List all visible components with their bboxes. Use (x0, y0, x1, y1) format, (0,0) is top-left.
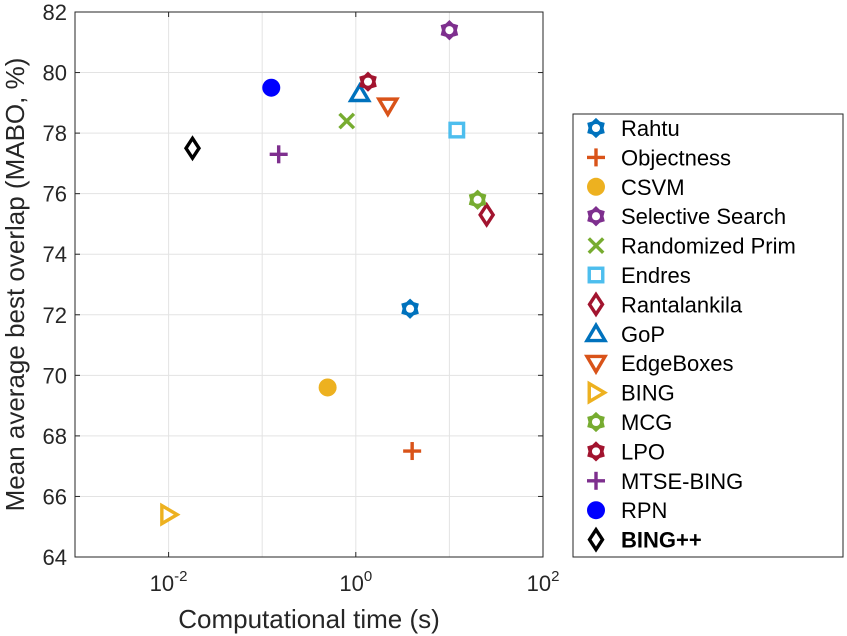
y-tick-label: 78 (43, 121, 67, 146)
legend-marker-lpo (587, 441, 605, 462)
legend-label-selective-search: Selective Search (621, 204, 786, 229)
y-tick-label: 66 (43, 484, 67, 509)
data-point-randomized-prim (338, 112, 356, 130)
data-point-rahtu (401, 298, 419, 319)
y-tick-label: 72 (43, 303, 67, 328)
x-axis: 10-2 100 102 (150, 12, 560, 596)
legend-marker-bing (587, 380, 608, 405)
legend-marker-randomized-prim (587, 237, 605, 255)
legend-label-mcg: MCG (621, 410, 672, 435)
legend-marker-selective-search (587, 206, 605, 227)
legend-marker-rpn (587, 501, 605, 520)
legend-label-mtse-bing: MTSE-BING (621, 469, 743, 494)
legend-label-rahtu: Rahtu (621, 116, 680, 141)
legend-marker-mtse-bing (587, 471, 605, 490)
legend-marker-csvm (587, 177, 605, 196)
data-point-endres (448, 121, 466, 139)
legend-label-edgeboxes: EdgeBoxes (621, 351, 734, 376)
legend-label-gop: GoP (621, 322, 665, 347)
legend-box (572, 113, 844, 558)
y-axis-label: Mean average best overlap (MABO, %) (0, 58, 30, 512)
legend-label-csvm: CSVM (621, 175, 685, 200)
y-tick-label: 70 (43, 363, 67, 388)
legend-marker-mcg (587, 411, 605, 433)
data-points (160, 20, 496, 527)
legend-label-bingplusplus: BING++ (621, 528, 702, 553)
data-point-gop (347, 81, 372, 103)
data-point-mcg (468, 189, 487, 210)
y-tick-label: 64 (43, 545, 67, 570)
y-tick-label: 68 (43, 424, 67, 449)
legend-label-rantalankila: Rantalankila (621, 292, 743, 317)
x-tick-label: 102 (527, 568, 560, 596)
legend-label-rpn: RPN (621, 498, 667, 523)
legend-marker-objectness (587, 148, 605, 167)
legend-marker-bingplusplus (587, 526, 605, 553)
legend-label-lpo: LPO (621, 439, 665, 464)
y-tick-label: 82 (43, 0, 67, 25)
legend-marker-gop (584, 321, 608, 343)
grid-lines (74, 11, 544, 558)
data-point-rantalankila (478, 201, 496, 228)
legend-marker-edgeboxes (584, 354, 608, 376)
y-tick-label: 76 (43, 182, 67, 207)
legend-marker-rantalankila (587, 291, 605, 318)
x-tick-label: 100 (339, 568, 372, 596)
data-point-bingplusplus (183, 135, 202, 162)
data-point-csvm (318, 378, 337, 397)
data-point-selective-search (440, 20, 459, 41)
legend: Rahtu Objectness CSVM Selective Search Rando… (572, 113, 844, 558)
data-point-lpo (359, 71, 377, 92)
data-point-edgeboxes (375, 97, 400, 118)
legend-label-endres: Endres (621, 263, 691, 288)
data-point-bing (160, 502, 181, 527)
data-point-mtse-bing (269, 145, 288, 164)
y-tick-label: 80 (43, 61, 67, 86)
x-tick-label: 10-2 (150, 568, 188, 596)
data-point-objectness (403, 442, 422, 461)
x-axis-label: Computational time (s) (178, 604, 440, 634)
legend-label-objectness: Objectness (621, 145, 731, 170)
legend-label-randomized-prim: Randomized Prim (621, 234, 796, 259)
plot-frame (74, 11, 544, 558)
data-point-rpn (262, 78, 281, 97)
y-axis: 64 66 68 70 72 74 76 78 80 82 (43, 0, 543, 570)
legend-label-bing: BING (621, 381, 675, 406)
legend-marker-endres (587, 266, 605, 284)
y-tick-label: 74 (43, 242, 67, 267)
legend-marker-rahtu (587, 117, 605, 139)
